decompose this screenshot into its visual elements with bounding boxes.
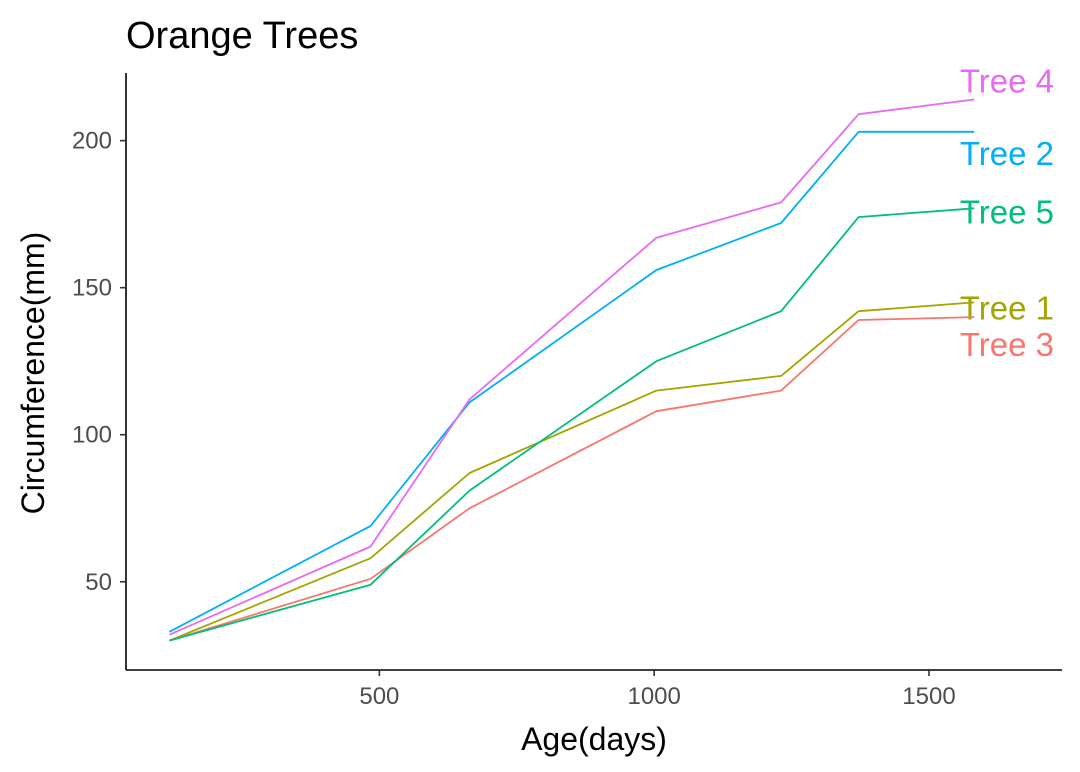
series-line-tree-1 <box>169 301 975 642</box>
x-tick-label: 1500 <box>902 683 955 710</box>
series-label-tree-3: Tree 3 <box>960 326 1054 363</box>
series-line-tree-5 <box>169 207 975 642</box>
y-axis-label: Circumference(mm) <box>15 232 51 515</box>
y-tick-label: 50 <box>85 569 112 596</box>
series-label-tree-5: Tree 5 <box>960 193 1054 230</box>
x-axis-label: Age(days) <box>521 721 667 757</box>
x-tick-label: 1000 <box>627 683 680 710</box>
series-line-tree-3 <box>169 316 975 642</box>
series-label-tree-4: Tree 4 <box>960 62 1054 99</box>
series-line-tree-2 <box>168 130 975 633</box>
plot-area: 50 100 150 200 500 1000 1500 Tree 1 Tree 2 Tree 3… <box>72 62 1062 710</box>
y-tick-label: 200 <box>72 128 112 155</box>
series-line-tree-4 <box>169 98 975 636</box>
y-tick-label: 150 <box>72 275 112 302</box>
series-label-tree-2: Tree 2 <box>960 135 1054 172</box>
y-tick-label: 100 <box>72 422 112 449</box>
chart-title: Orange Trees <box>126 15 358 57</box>
series-label-tree-1: Tree 1 <box>960 289 1054 326</box>
x-tick-label: 500 <box>359 683 399 710</box>
